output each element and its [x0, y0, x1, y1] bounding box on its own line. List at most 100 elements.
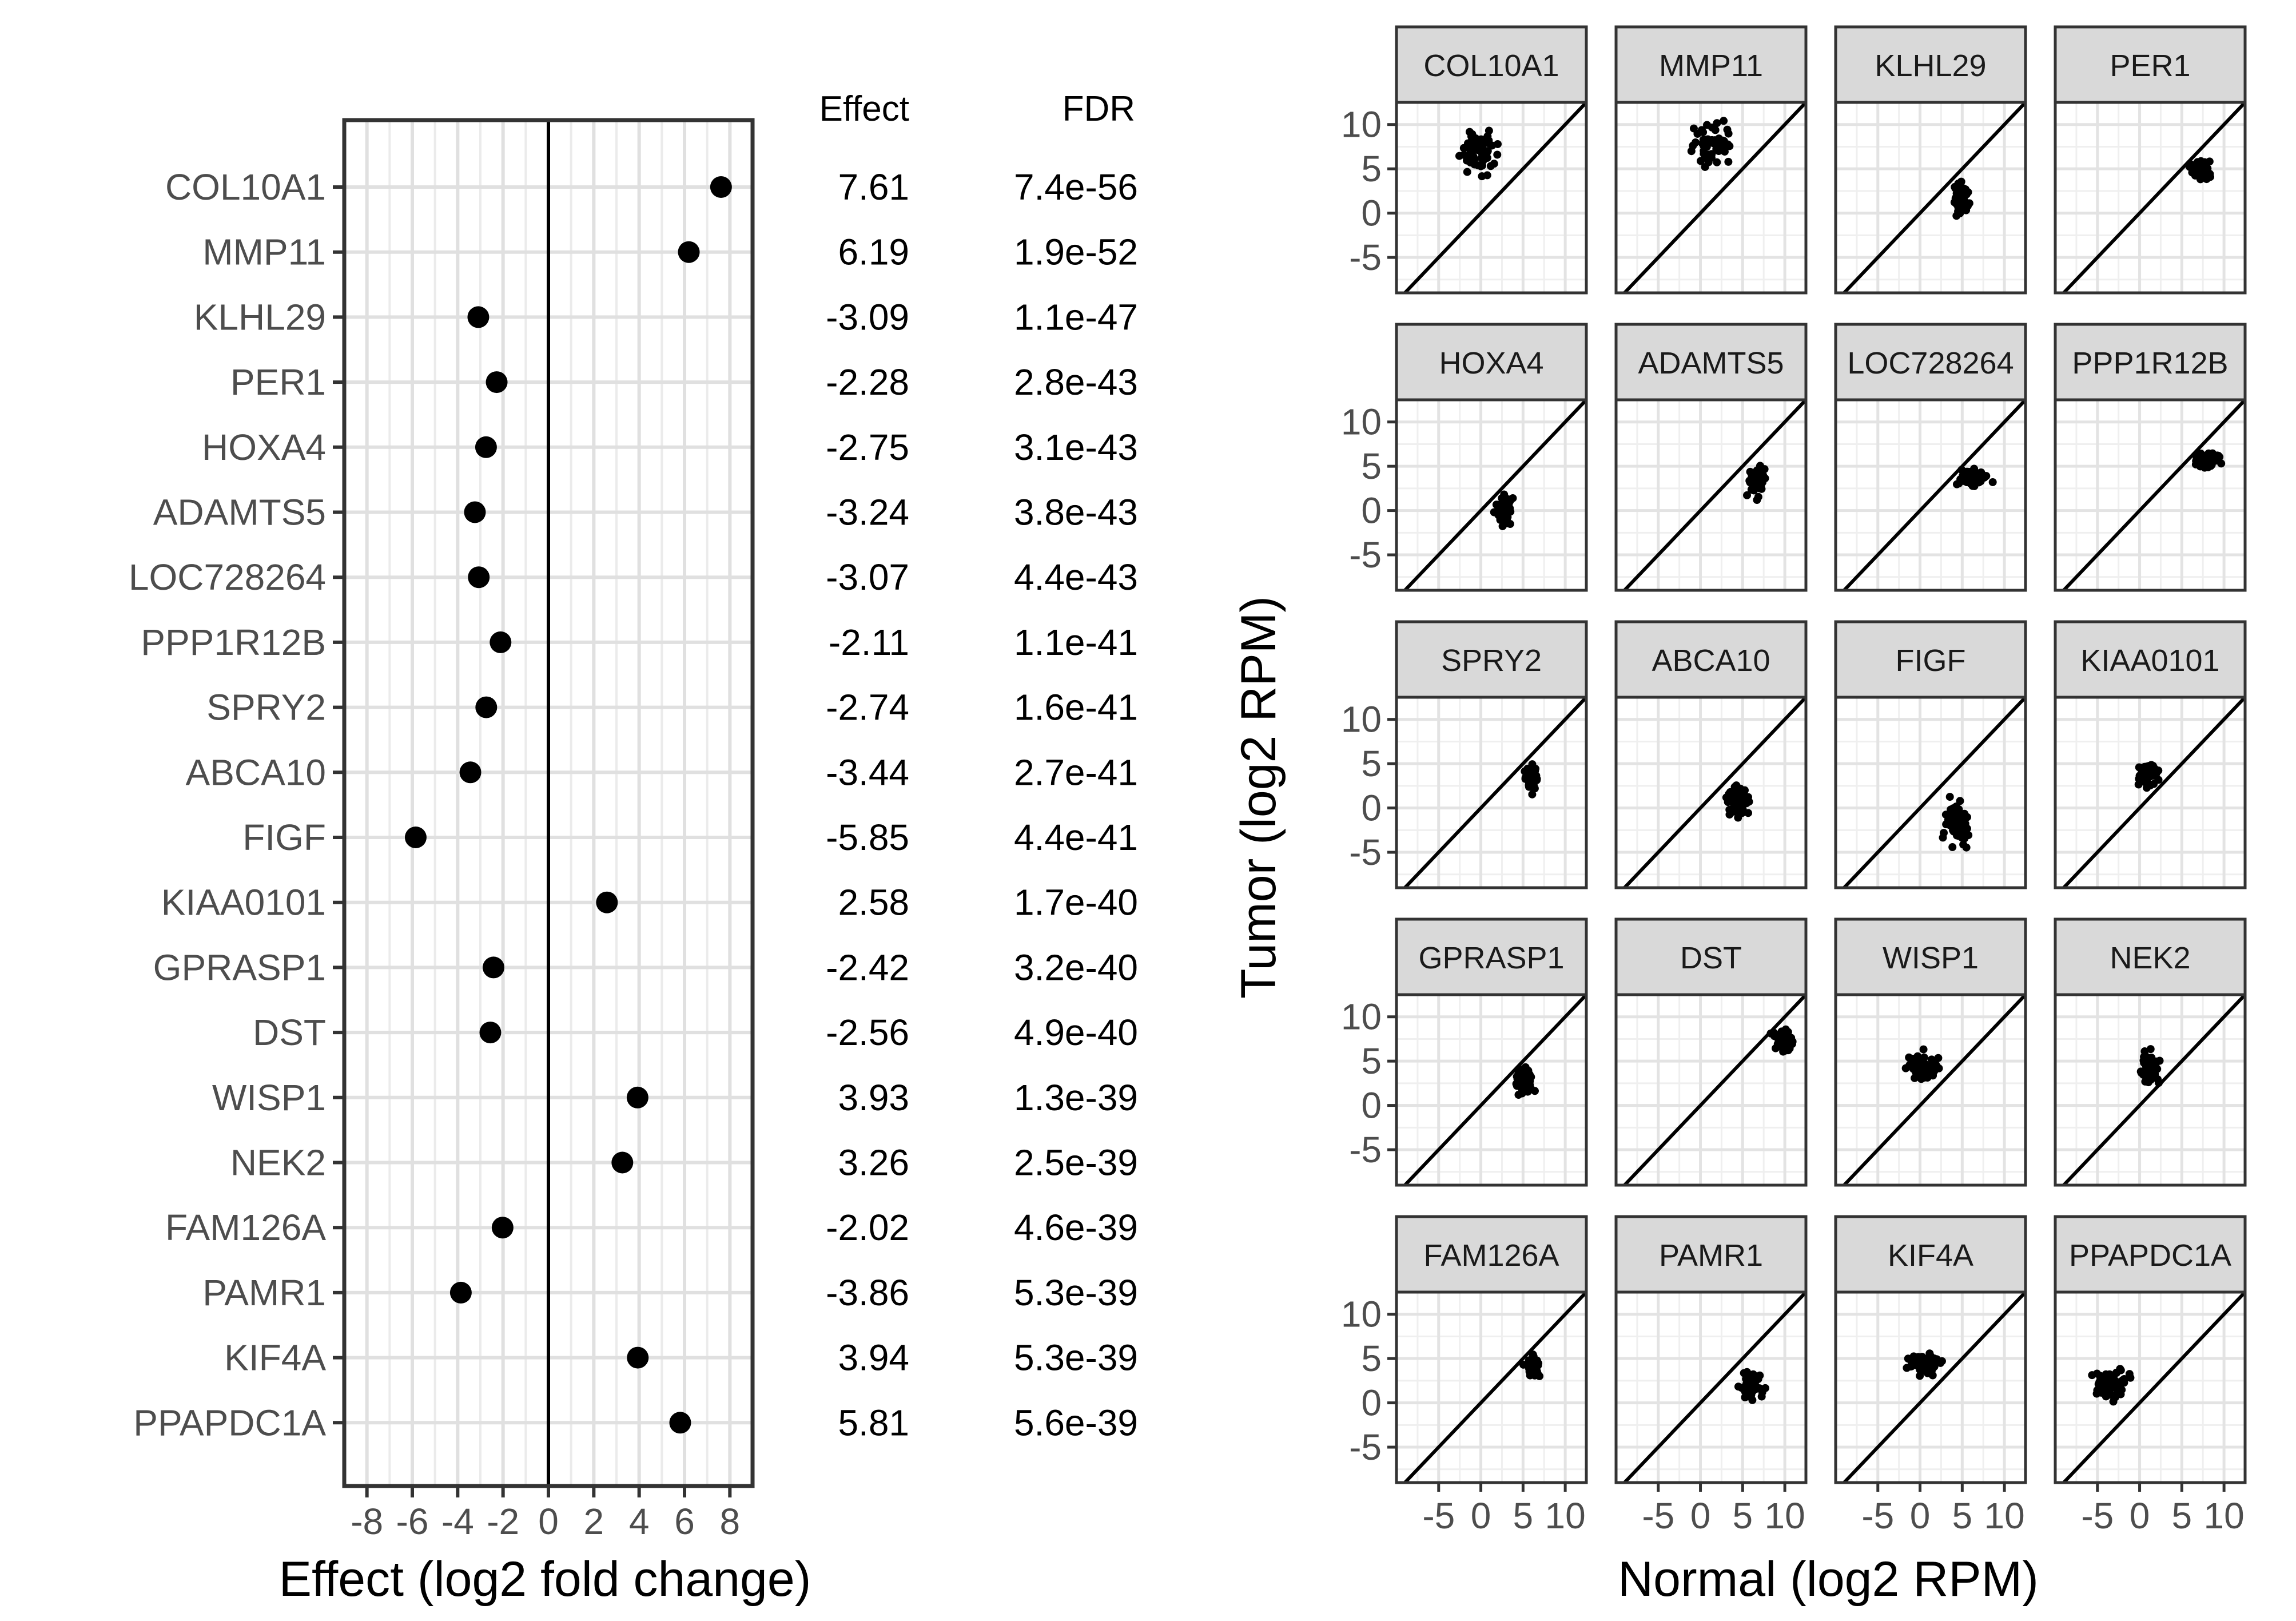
identity-diagonal-line [2062, 993, 2247, 1187]
sample-point [2150, 1058, 2159, 1066]
effect-value: -2.28 [826, 361, 909, 403]
panel-border [2054, 398, 2247, 592]
panel-border [1614, 1290, 1808, 1484]
sample-point [1689, 141, 1697, 150]
scatter-panel: PPP1R12B [2054, 323, 2247, 592]
sample-point [1916, 1372, 1924, 1380]
sample-point [1707, 153, 1716, 162]
sample-point [1699, 136, 1708, 144]
sample-point [1708, 136, 1716, 144]
gene-label: FAM126A [165, 1207, 326, 1248]
sample-point [1463, 139, 1472, 148]
sample-point [1720, 117, 1728, 125]
sample-point [1744, 809, 1752, 817]
fdr-value: 1.3e-39 [1014, 1077, 1138, 1118]
effect-value: -2.11 [829, 622, 909, 663]
panel-border [1834, 101, 2027, 295]
sample-point [1527, 1084, 1535, 1093]
sample-point [1525, 1356, 1533, 1365]
sample-point [1956, 816, 1965, 825]
fdr-value: 2.8e-43 [1014, 361, 1138, 403]
effect-point [669, 1412, 691, 1434]
panel-border [1614, 398, 1808, 592]
x-tick-label: 2 [584, 1501, 604, 1542]
sample-point [1932, 1060, 1940, 1069]
identity-diagonal-line [2062, 398, 2247, 592]
panel-border [2054, 993, 2247, 1187]
fdr-column-header: FDR [1063, 89, 1135, 129]
sample-point [2107, 1382, 2116, 1391]
identity-diagonal-line [2062, 1290, 2247, 1484]
fdr-value: 4.6e-39 [1014, 1207, 1138, 1248]
gene-label: PPAPDC1A [133, 1402, 326, 1443]
x-tick-label: -4 [441, 1501, 474, 1542]
effect-point [596, 891, 618, 913]
sample-point [2096, 1375, 2105, 1384]
y-tick-label: 0 [1361, 490, 1382, 531]
sample-point [1478, 142, 1487, 151]
sample-point [1920, 1074, 1928, 1082]
sample-point [1945, 821, 1954, 829]
sample-point [1484, 139, 1493, 148]
sample-point [2154, 1075, 2162, 1083]
x-tick-label: -5 [1642, 1495, 1674, 1536]
scatter-panel: KLHL29 [1834, 25, 2027, 295]
sample-point [1970, 464, 1979, 473]
effect-value: 6.19 [838, 232, 909, 273]
panel-border [1614, 101, 1808, 295]
y-tick-label: 0 [1361, 1085, 1382, 1126]
scatter-panel: FIGF [1834, 620, 2027, 889]
facet-label: PPP1R12B [2072, 346, 2228, 380]
sample-point [1901, 1064, 1910, 1072]
scatter-panel: PPAPDC1A -5 0 5 10 [2054, 1215, 2247, 1536]
identity-diagonal-line [1403, 1290, 1588, 1484]
effect-point [710, 176, 732, 198]
x-tick-label: 10 [1545, 1495, 1586, 1536]
x-tick-label: -5 [1422, 1495, 1455, 1536]
sample-point [2126, 1373, 2135, 1382]
effect-dot-plot: COL10A1 7.61 7.4e-56 MMP11 6.19 1.9e-52 KLHL29… [129, 118, 1138, 1542]
x-tick-label: 8 [720, 1501, 741, 1542]
y-tick-label: -5 [1349, 1427, 1382, 1468]
sample-point [1774, 1036, 1783, 1045]
fdr-value: 4.4e-43 [1014, 557, 1138, 598]
x-tick-label: 0 [2130, 1495, 2150, 1536]
x-tick-label: 5 [1733, 1495, 1753, 1536]
sample-point [1905, 1053, 1913, 1062]
sample-point [1959, 471, 1967, 480]
identity-diagonal-line [1403, 101, 1588, 295]
identity-diagonal-line [1843, 993, 2027, 1187]
scatter-panel: ADAMTS5 [1614, 323, 1808, 592]
y-tick-label: 10 [1341, 699, 1382, 740]
sample-point [1526, 1076, 1534, 1085]
identity-diagonal-line [1623, 101, 1808, 295]
x-tick-label: 0 [1690, 1495, 1711, 1536]
scatter-panel: PAMR1 -5 0 5 10 [1614, 1215, 1808, 1536]
panel-border [1395, 101, 1588, 295]
effect-point [464, 501, 486, 523]
panel-border [1395, 1290, 1588, 1484]
sample-point [1502, 519, 1511, 528]
facet-strip [1614, 25, 1808, 104]
sample-point [1693, 129, 1702, 138]
effect-point [479, 1022, 502, 1044]
fdr-value: 2.7e-41 [1014, 752, 1138, 793]
sample-point [1939, 833, 1947, 842]
identity-diagonal-line [1403, 696, 1588, 889]
sample-point [2118, 1376, 2127, 1384]
sample-point [1752, 472, 1760, 481]
sample-point [1528, 790, 1537, 798]
y-tick-label: 0 [1361, 1382, 1382, 1424]
gene-label: PER1 [230, 361, 326, 403]
effect-point [467, 306, 490, 328]
effect-value: 7.61 [838, 166, 909, 208]
sample-point [1919, 1045, 1928, 1054]
effect-value: -2.75 [826, 427, 909, 468]
panel-border [1834, 696, 2027, 889]
facet-strip [2054, 25, 2247, 104]
facet-strip [1614, 1215, 1808, 1294]
fdr-value: 1.9e-52 [1014, 232, 1138, 273]
sample-point [1742, 1368, 1751, 1376]
facet-label: ABCA10 [1652, 643, 1770, 678]
